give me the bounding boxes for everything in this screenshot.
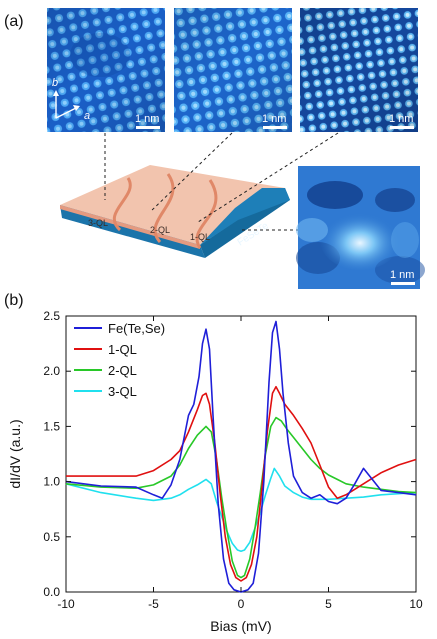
layered-block: 3-QL 2-QL 1-QL FeSeTe [60, 165, 290, 258]
scale-bar: 1 nm [135, 113, 160, 129]
stm-image-2: 1 nm [174, 8, 292, 132]
scale-text: 1 nm [389, 113, 413, 125]
series-line-1-ql [66, 385, 417, 582]
legend-label: Fe(Te,Se) [108, 321, 165, 336]
y-tick-label: 2.0 [43, 364, 60, 378]
block-label-3ql: 3-QL [88, 218, 108, 228]
series-line-fe-te-se [65, 320, 417, 593]
film-side-left [60, 205, 200, 249]
block-label-2ql: 2-QL [150, 225, 170, 235]
block-label-1ql: 1-QL [190, 232, 210, 242]
x-tick-label: -5 [148, 597, 159, 611]
scale-bar: 1 nm [389, 113, 414, 129]
lattice-axes: b a [52, 77, 90, 122]
substrate-top [200, 188, 290, 245]
didv-chart: -10 -5 0 5 10 0.0 0.5 1.0 1.5 2.0 2.5 dI/dV (a.u.)… [7, 309, 423, 634]
x-tick-label: 10 [409, 597, 423, 611]
step-edge-1ql [195, 179, 218, 249]
step-edge-3ql [112, 177, 132, 232]
panel-label-a: (a) [4, 13, 24, 30]
step-edge-2ql [153, 173, 175, 244]
leader-lines [104, 132, 339, 231]
scale-text: 1 nm [390, 269, 414, 281]
series-layer [65, 320, 417, 593]
series-line-3-ql [65, 467, 417, 553]
y-tick-label: 1.0 [43, 475, 60, 489]
scale-text: 1 nm [135, 113, 159, 125]
y-tick-label: 0.0 [43, 585, 60, 599]
stm-image-1: b a 1 nm [47, 8, 165, 132]
x-tick-label: 0 [238, 597, 245, 611]
legend: Fe(Te,Se) 1-QL 2-QL 3-QL [74, 321, 165, 399]
scale-text: 1 nm [262, 113, 286, 125]
tick-layer: -10 -5 0 5 10 0.0 0.5 1.0 1.5 2.0 2.5 [43, 309, 423, 611]
stm-image-4: 1 nm [296, 166, 425, 289]
scale-bar: 1 nm [262, 113, 287, 129]
y-tick-label: 1.5 [43, 419, 60, 433]
x-tick-label: -10 [57, 597, 75, 611]
y-axis-label: dI/dV (a.u.) [7, 419, 23, 488]
scale-bar: 1 nm [390, 269, 415, 285]
x-axis-label: Bias (mV) [210, 618, 271, 634]
panel-label-b: (b) [4, 292, 24, 309]
axis-b-label: b [52, 77, 58, 89]
x-tick-label: 5 [325, 597, 332, 611]
stm-image-3: 1 nm [300, 8, 418, 132]
y-tick-label: 0.5 [43, 530, 60, 544]
y-tick-label: 2.5 [43, 309, 60, 323]
legend-label: 3-QL [108, 384, 137, 399]
series-line-2-ql [65, 416, 417, 579]
legend-label: 1-QL [108, 342, 137, 357]
legend-label: 2-QL [108, 363, 137, 378]
axis-a-label: a [84, 110, 90, 122]
